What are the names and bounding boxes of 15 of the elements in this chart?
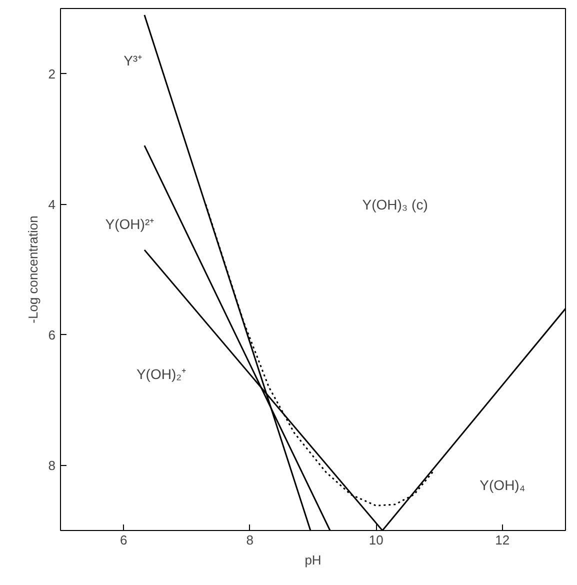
annotation: Y(OH)₂⁺ bbox=[136, 366, 187, 382]
x-tick-label: 10 bbox=[368, 532, 384, 548]
y-tick-label: 4 bbox=[48, 196, 56, 212]
annotation: Y(OH)₄ bbox=[480, 476, 526, 493]
y-tick-label: 8 bbox=[48, 458, 56, 473]
x-tick-label: 8 bbox=[246, 532, 254, 548]
annotation: Y³⁺ bbox=[124, 52, 143, 69]
x-tick-label: 6 bbox=[120, 532, 128, 548]
y-tick-label: 6 bbox=[48, 327, 56, 342]
y-axis-title: -Log concentration bbox=[25, 216, 40, 324]
x-axis-title: pH bbox=[304, 552, 322, 568]
y-tick-label: 2 bbox=[48, 66, 56, 82]
annotation: Y(OH)₃ (c) bbox=[362, 196, 428, 212]
x-tick-label: 12 bbox=[495, 532, 510, 548]
annotation: Y(OH)²⁺ bbox=[105, 216, 155, 232]
